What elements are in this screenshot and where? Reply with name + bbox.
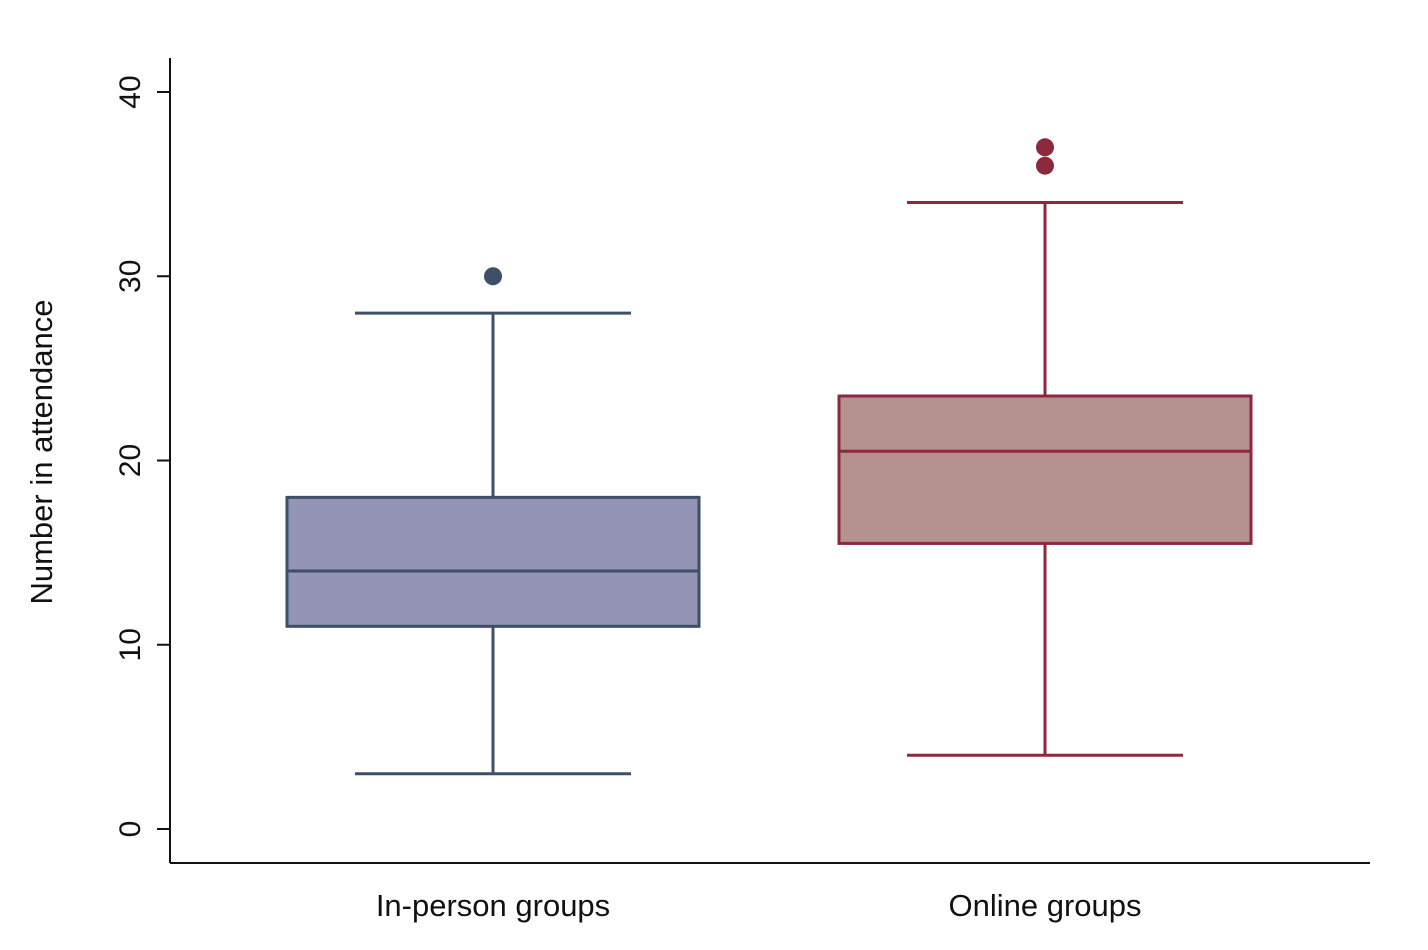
y-tick-label: 0 [114,821,147,838]
y-tick-label: 20 [114,444,147,477]
y-tick-label: 10 [114,628,147,661]
outlier-point [1036,138,1054,157]
box-online [837,138,1253,757]
y-axis-title: Number in attendance [24,299,59,604]
boxes-layer [285,138,1253,776]
category-label-in-person: In-person groups [376,888,610,923]
y-axis-ticks: 0 10 20 30 40 [114,75,170,837]
category-label-online: Online groups [948,888,1141,923]
x-axis-category-labels: In-person groups Online groups [376,888,1142,923]
iqr-box [837,394,1253,545]
y-tick-label: 40 [114,75,147,108]
iqr-box [285,495,701,628]
y-tick-label: 30 [114,260,147,293]
outlier-point [484,267,502,286]
box-in-person [285,267,701,776]
outlier-point [1036,156,1054,175]
